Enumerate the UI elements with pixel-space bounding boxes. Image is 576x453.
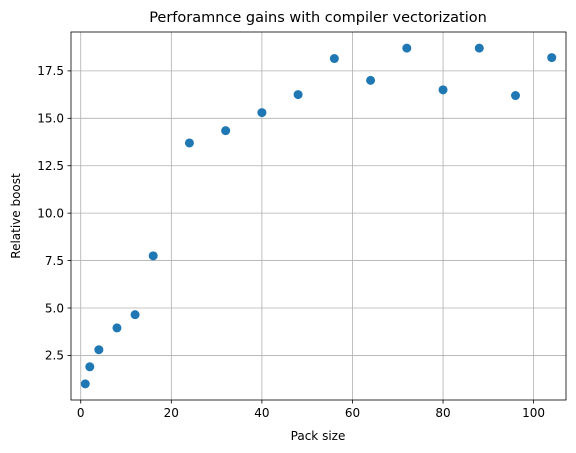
data-points [80,43,557,389]
data-point [438,85,448,95]
x-tick-label: 100 [522,406,545,420]
data-point [257,108,267,118]
data-point [329,54,339,64]
data-point [130,310,140,320]
data-point [148,251,158,261]
plot-frame [70,31,567,401]
data-point [547,53,557,63]
x-axis-ticks: 0 20 40 60 80 100 [77,400,545,420]
y-tick-label: 5.0 [45,301,64,315]
y-tick-label: 7.5 [45,254,64,268]
data-point [366,75,376,85]
y-gridlines [71,70,566,356]
x-tick-label: 60 [345,406,360,420]
x-axis-label: Pack size [291,429,346,443]
data-point [293,90,303,100]
x-tick-label: 80 [435,406,450,420]
y-tick-label: 12.5 [37,159,64,173]
data-point [184,138,194,148]
x-gridlines [80,32,535,400]
data-point [80,379,90,389]
x-tick-label: 20 [164,406,179,420]
y-tick-label: 10.0 [37,206,64,220]
data-point [85,362,95,372]
data-point [221,126,231,136]
data-point [474,43,484,53]
x-tick-label: 40 [254,406,269,420]
data-point [94,345,104,355]
data-point [402,43,412,53]
y-tick-label: 15.0 [37,112,64,126]
data-point [112,323,122,333]
y-axis-label: Relative boost [9,173,23,259]
x-tick-label: 0 [77,406,85,420]
y-tick-label: 2.5 [45,349,64,363]
y-axis-ticks: 2.5 5.0 7.5 10.0 12.5 15.0 17.5 [37,64,71,363]
y-tick-label: 17.5 [37,64,64,78]
data-point [511,91,521,101]
chart-title: Perforamnce gains with compiler vectoriz… [149,10,487,26]
